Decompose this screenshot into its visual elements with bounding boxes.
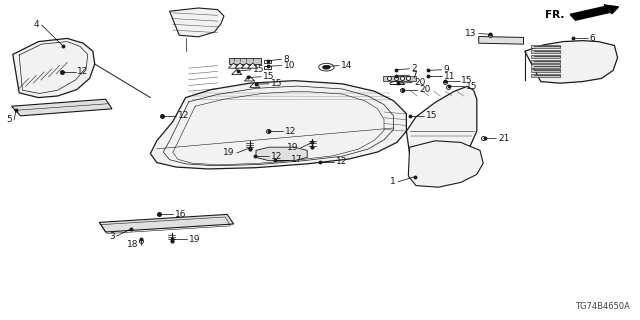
Text: 3: 3: [109, 232, 115, 241]
Bar: [264, 60, 271, 63]
Text: 13: 13: [465, 29, 477, 38]
Text: 15: 15: [253, 65, 264, 74]
Text: 21: 21: [498, 134, 509, 143]
Polygon shape: [248, 63, 258, 68]
Text: 14: 14: [341, 61, 353, 70]
Text: 11: 11: [444, 72, 455, 81]
Polygon shape: [228, 63, 239, 68]
Text: 9: 9: [444, 65, 449, 74]
Circle shape: [319, 63, 334, 71]
Text: 15: 15: [466, 82, 477, 91]
FancyArrow shape: [570, 5, 618, 20]
Text: 10: 10: [284, 61, 295, 70]
Polygon shape: [229, 58, 261, 64]
Polygon shape: [244, 76, 255, 81]
Text: 15: 15: [426, 111, 437, 120]
Text: 19: 19: [287, 143, 299, 152]
Text: 12: 12: [285, 127, 296, 136]
Bar: [531, 69, 560, 72]
Text: 17: 17: [291, 156, 303, 164]
Polygon shape: [13, 38, 95, 98]
Polygon shape: [150, 81, 406, 169]
Text: 12: 12: [336, 157, 348, 166]
Bar: [264, 66, 271, 69]
Polygon shape: [256, 147, 307, 161]
Polygon shape: [170, 8, 224, 37]
Polygon shape: [479, 36, 524, 44]
Text: 20: 20: [414, 78, 426, 87]
Text: 8: 8: [284, 55, 289, 64]
Polygon shape: [12, 99, 112, 116]
Polygon shape: [525, 41, 618, 83]
Text: 12: 12: [178, 111, 189, 120]
Bar: [531, 60, 560, 63]
Text: 4: 4: [34, 20, 40, 29]
Text: 15: 15: [461, 76, 473, 85]
Polygon shape: [232, 69, 242, 75]
Bar: [531, 74, 560, 77]
Text: 12: 12: [271, 152, 282, 161]
Text: 2: 2: [412, 64, 417, 73]
Bar: [531, 50, 560, 53]
Text: 18: 18: [127, 240, 139, 249]
Text: 19: 19: [223, 148, 235, 157]
Bar: [531, 45, 560, 48]
Text: 6: 6: [589, 34, 595, 43]
Polygon shape: [250, 82, 260, 87]
Polygon shape: [408, 141, 483, 187]
Text: 7: 7: [412, 71, 417, 80]
Text: 5: 5: [6, 116, 12, 124]
Polygon shape: [99, 214, 234, 232]
Polygon shape: [241, 63, 252, 68]
Text: 15: 15: [271, 79, 282, 88]
Polygon shape: [406, 86, 477, 158]
Text: TG74B4650A: TG74B4650A: [575, 302, 630, 311]
Text: 20: 20: [419, 85, 431, 94]
Polygon shape: [383, 76, 416, 81]
Text: FR.: FR.: [545, 10, 564, 20]
Text: 1: 1: [390, 177, 396, 186]
Text: 19: 19: [189, 235, 200, 244]
Circle shape: [323, 65, 330, 69]
Bar: [531, 64, 560, 68]
Bar: [531, 55, 560, 58]
Polygon shape: [235, 63, 245, 68]
Text: 12: 12: [77, 68, 89, 76]
Text: 16: 16: [175, 210, 186, 219]
Text: 15: 15: [263, 72, 275, 81]
